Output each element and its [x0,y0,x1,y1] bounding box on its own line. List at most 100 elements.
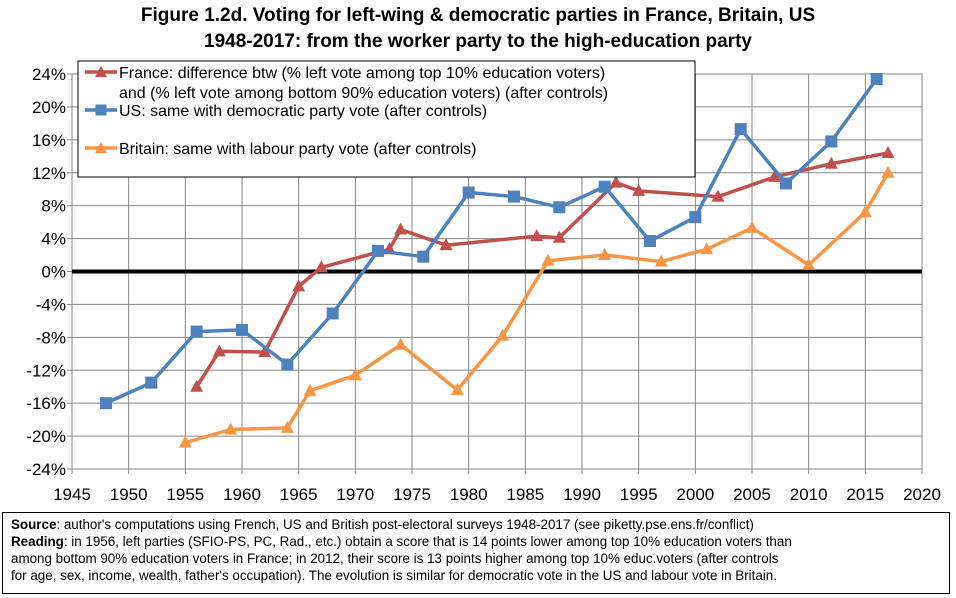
x-axis-tick-labels: 1945 1950 1955 1960 1965 1970 1975 1980 1985 1990… [53,485,941,504]
us-data-point [553,201,566,214]
y-tick-label: -8% [36,328,66,347]
x-tick-label: 1965 [280,485,318,504]
france-data-point [439,238,453,251]
legend-france-marker [95,66,107,77]
notes-box: Source: author's computations using Fren… [2,512,950,594]
britain-data-point [178,435,192,448]
reading-line-2: among bottom 90% education voters in Fra… [11,551,779,566]
britain-data-point [450,383,464,395]
us-data-point [100,397,112,410]
x-tick-label: 2000 [676,485,714,504]
france-data-point [212,344,226,357]
y-tick-label: 4% [41,230,66,249]
data-series [100,72,895,448]
britain-data-point [802,257,816,270]
y-tick-label: -12% [26,361,66,380]
france-data-point [258,345,272,358]
us-data-point [281,358,294,371]
legend-us-marker [95,104,107,116]
legend-box [77,60,696,178]
us-data-point [508,190,520,203]
x-tick-label: 1970 [336,485,374,504]
britain-data-point [303,383,317,396]
y-tick-label: 16% [32,131,66,150]
france-data-point [394,222,408,235]
y-axis-tick-labels: -24% -20% -16% -12% -8% -4% 0% 4% 8% 12% 16% 20% 24% [26,65,66,479]
us-data-point [780,177,792,190]
france-data-point [292,279,306,292]
legend-france-label-line-2: and (% left vote among bottom 90% educat… [119,85,608,102]
reading-line-1: Reading: in 1956, left parties (SFIO-PS,… [11,533,941,550]
x-tick-label: 2005 [733,485,771,504]
us-data-point [145,376,158,389]
source-label: Source [11,517,57,532]
us-data-point [462,186,475,199]
reading-label: Reading [11,534,64,549]
britain-data-point [224,422,238,435]
legend-britain-label: Britain: same with labour party vote (af… [119,141,476,158]
legend-us-label: US: same with democratic party vote (aft… [119,103,487,120]
x-tick-label: 1980 [450,485,488,504]
x-tick-label: 1950 [110,485,148,504]
britain-data-point [858,205,872,218]
us-data-point [825,135,838,148]
x-tick-label: 1985 [506,485,544,504]
x-tick-label: 1975 [393,485,431,504]
y-tick-label: 8% [41,197,66,216]
reading-text-1: : in 1956, left parties (SFIO-PS, PC, Ra… [63,534,792,549]
source-line: Source: author's computations using Fren… [11,516,941,533]
britain-data-point [598,248,612,261]
y-tick-label: 0% [41,263,66,282]
y-tick-label: -20% [26,427,66,446]
france-data-point [190,379,204,392]
britain-data-point [654,254,668,267]
france-data-point [711,189,725,202]
y-tick-label: 12% [32,164,66,183]
y-tick-label: 20% [32,98,66,117]
us-data-point [190,325,203,338]
france-data-point [609,175,623,188]
x-tick-label: 1990 [563,485,601,504]
france-data-point [314,260,328,273]
britain-data-point [541,253,555,266]
france-data-point [768,169,782,182]
y-tick-label: -4% [36,295,66,314]
britain-data-point [394,337,408,350]
britain-data-point [280,420,294,433]
us-data-point [689,211,702,224]
britain-data-point [700,242,714,255]
x-tick-label: 1960 [223,485,261,504]
x-tick-label: 1955 [166,485,204,504]
us-data-point [644,235,656,248]
chart-title-line-1: Figure 1.2d. Voting for left-wing & demo… [140,5,816,26]
legend: France: difference btw (% left vote amon… [77,60,696,178]
us-series-line [105,77,879,405]
france-data-point [530,229,544,242]
legend-britain-marker [95,142,107,153]
france-data-point [632,183,646,196]
france-data-point [824,156,838,169]
y-tick-label: 24% [32,65,66,84]
britain-data-point [348,368,362,381]
legend-france-label-line-1: France: difference btw (% left vote amon… [119,65,605,82]
us-data-point [326,307,339,320]
us-data-point [417,250,430,263]
y-tick-label: -24% [26,460,66,479]
x-tick-label: 2010 [790,485,828,504]
britain-series-line [184,171,890,445]
chart-title-line-2: 1948-2017: from the worker party to the … [204,31,752,52]
x-tick-label: 1945 [53,485,91,504]
britain-data-point [496,328,510,341]
reading-line-3: for age, sex, income, wealth, father's o… [11,568,777,583]
y-tick-label: -16% [26,394,66,413]
france-data-point [881,146,895,158]
britain-data-point [745,220,759,233]
france-series-line [195,151,889,388]
line-chart: -24% -20% -16% -12% -8% -4% 0% 4% 8% 12% 16% 20% 24%… [26,60,941,504]
france-data-point [552,230,566,243]
x-tick-label: 2020 [903,485,941,504]
us-data-point [372,244,384,257]
us-data-point [598,180,611,193]
us-data-point [236,323,248,336]
x-tick-label: 1995 [620,485,658,504]
